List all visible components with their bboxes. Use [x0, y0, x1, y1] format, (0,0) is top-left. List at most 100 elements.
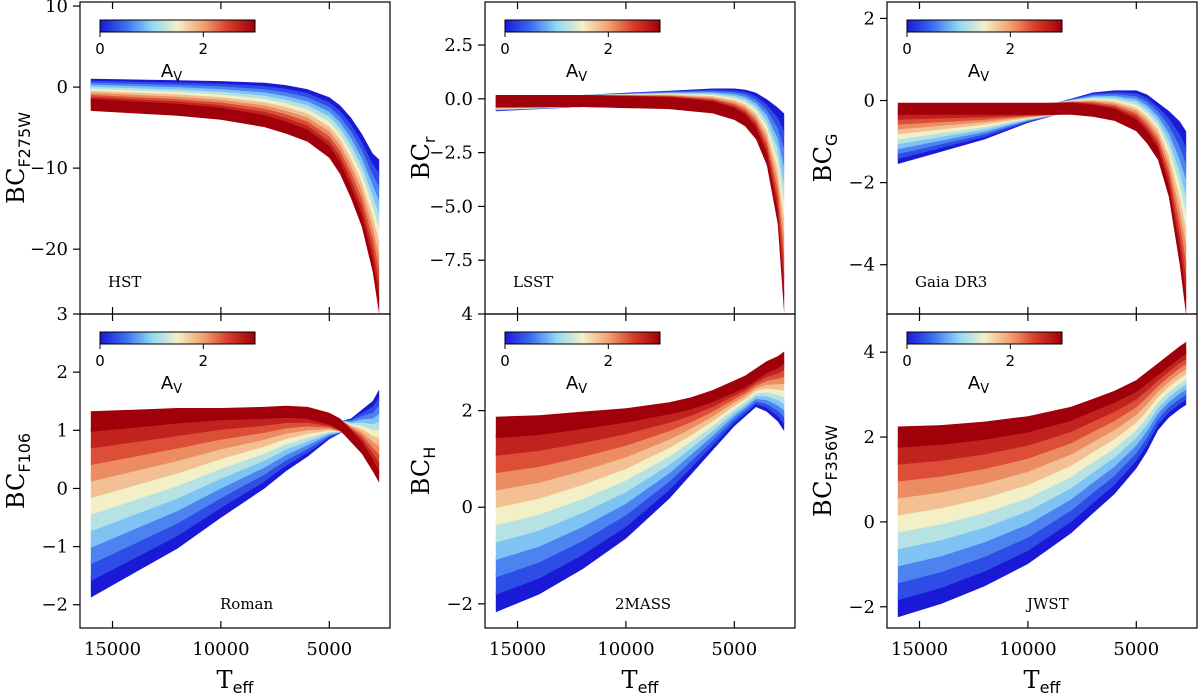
- x-tick-label: 15000: [84, 639, 141, 660]
- av-band-0: [495, 395, 785, 613]
- axes-frame: [484, 1, 796, 315]
- av-band-0: [897, 392, 1187, 618]
- colorbar-gradient: [504, 19, 661, 33]
- y-tick-label: −10: [30, 158, 68, 179]
- colorbar-tick-label: 2: [1006, 40, 1016, 58]
- colorbar-gradient: [504, 331, 661, 345]
- y-tick-label: 1: [57, 420, 68, 441]
- colorbar-gradient: [906, 331, 1063, 345]
- y-tick-label: 2: [462, 401, 473, 422]
- av-band-8: [897, 352, 1187, 482]
- x-tick-label: 10000: [999, 639, 1056, 660]
- av-band-8: [897, 101, 1187, 284]
- av-band-0: [90, 389, 380, 598]
- av-band-1: [495, 392, 785, 595]
- y-tick-label: 2: [864, 8, 875, 29]
- av-band-8: [90, 414, 380, 467]
- y-tick-label: 2.5: [444, 35, 473, 56]
- colorbar-tick-label: 0: [500, 352, 510, 370]
- y-tick-label: 0: [864, 512, 875, 533]
- av-band-3: [90, 413, 380, 548]
- colorbar-tick-label: 2: [604, 40, 614, 58]
- colorbar: 0 2 AV: [902, 19, 1063, 85]
- data-bands: [897, 90, 1187, 314]
- y-axis-label: BCF106: [2, 433, 34, 509]
- survey-label: LSST: [513, 273, 553, 291]
- panel-hst: 10 0 −10 −20 BCF275W HST 0 2 AV: [2, 0, 391, 315]
- x-tick-label: 10000: [192, 639, 249, 660]
- survey-label: 2MASS: [615, 595, 671, 613]
- av-band-2: [897, 382, 1187, 584]
- colorbar-tick-label: 0: [500, 40, 510, 58]
- data-bands: [90, 389, 380, 598]
- colorbar-label: AV: [566, 61, 587, 85]
- panel-gaia-dr3: 2 0 −2 −4 BCG Gaia DR3 0 2 AV: [809, 1, 1198, 315]
- av-band-8: [495, 365, 785, 474]
- y-tick-label: −5.0: [429, 196, 473, 217]
- data-bands: [495, 351, 785, 613]
- y-tick-label: −2: [446, 594, 473, 615]
- y-tick-label: 0.0: [444, 89, 473, 110]
- colorbar-gradient: [99, 19, 256, 33]
- av-band-10: [897, 341, 1187, 448]
- y-axis-label: BCF356W: [809, 425, 841, 517]
- x-tick-label: 5000: [306, 639, 352, 660]
- colorbar: 0 2 AV: [95, 331, 256, 397]
- colorbar: 0 2 AV: [902, 331, 1063, 397]
- av-band-10: [495, 351, 785, 439]
- survey-label: Gaia DR3: [915, 273, 987, 291]
- y-tick-label: 0: [864, 91, 875, 112]
- axes-frame: [79, 313, 391, 629]
- panel-jwst: 15000 10000 5000 4 2 0 −2 BCF356W Teff JWST 0 2 AV: [809, 313, 1198, 695]
- axes-frame: [886, 313, 1198, 629]
- x-tick-label: 15000: [891, 639, 948, 660]
- av-band-1: [897, 387, 1187, 601]
- y-tick-label: 0: [57, 478, 68, 499]
- av-band-9: [495, 95, 785, 297]
- colorbar-gradient: [906, 19, 1063, 33]
- x-tick-label: 5000: [711, 639, 757, 660]
- data-bands: [495, 88, 785, 314]
- survey-label: JWST: [1025, 595, 1069, 613]
- y-tick-label: 10: [45, 0, 68, 17]
- y-tick-label: −1: [41, 537, 68, 558]
- av-band-6: [897, 362, 1187, 516]
- y-tick-label: −2: [848, 597, 875, 618]
- colorbar-tick-label: 2: [199, 352, 209, 370]
- colorbar-tick-label: 2: [199, 40, 209, 58]
- av-band-7: [897, 357, 1187, 499]
- y-tick-label: −20: [30, 239, 68, 260]
- y-tick-label: −2.5: [429, 143, 473, 164]
- x-tick-label: 5000: [1113, 639, 1159, 660]
- x-tick-label: 10000: [597, 639, 654, 660]
- colorbar-tick-label: 2: [1006, 352, 1016, 370]
- av-band-9: [495, 358, 785, 456]
- x-axis-label: Teff: [622, 666, 660, 695]
- y-tick-label: −7.5: [429, 250, 473, 271]
- y-tick-label: 2: [57, 362, 68, 383]
- y-axis-label: BCr: [407, 136, 439, 179]
- colorbar-label: AV: [968, 61, 989, 85]
- y-tick-label: 4: [864, 342, 875, 363]
- axes-frame: [484, 313, 796, 629]
- y-tick-label: −2: [41, 595, 68, 616]
- panel-lsst: 2.5 0.0 −2.5 −5.0 −7.5 BCr LSST 0 2 AV: [407, 1, 796, 315]
- x-axis-label: Teff: [1024, 666, 1062, 695]
- survey-label: Roman: [220, 595, 273, 613]
- av-band-4: [90, 420, 380, 532]
- x-tick-label: 15000: [489, 639, 546, 660]
- y-tick-label: 3: [57, 304, 68, 325]
- colorbar-tick-label: 2: [604, 352, 614, 370]
- colorbar-tick-label: 0: [902, 352, 912, 370]
- y-tick-label: −2: [848, 173, 875, 194]
- av-band-9: [90, 410, 380, 475]
- av-band-3: [897, 377, 1187, 567]
- colorbar-gradient: [99, 331, 256, 345]
- y-tick-label: 2: [864, 427, 875, 448]
- colorbar-label: AV: [161, 61, 182, 85]
- av-band-7: [495, 371, 785, 491]
- y-axis-label: BCH: [407, 447, 439, 495]
- colorbar-label: AV: [968, 373, 989, 397]
